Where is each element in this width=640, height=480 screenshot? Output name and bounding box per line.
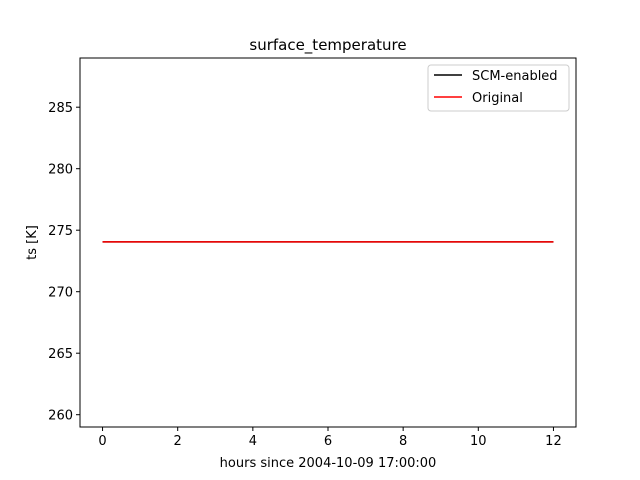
y-tick-label: 265 <box>48 347 73 362</box>
x-tick-label: 2 <box>174 434 182 449</box>
y-tick-label: 280 <box>48 163 73 178</box>
legend: SCM-enabled Original <box>427 64 570 112</box>
legend-label: Original <box>472 91 523 106</box>
y-tick-label: 275 <box>48 224 73 239</box>
legend-box <box>427 64 570 112</box>
x-tick-label: 12 <box>545 434 562 449</box>
y-tick-label: 285 <box>48 101 73 116</box>
x-axis-label: hours since 2004-10-09 17:00:00 <box>220 456 437 471</box>
x-tick-label: 4 <box>249 434 257 449</box>
x-tick-label: 10 <box>470 434 487 449</box>
chart-title: surface_temperature <box>249 36 406 55</box>
y-tick-label: 260 <box>48 409 73 424</box>
x-tick-label: 6 <box>324 434 332 449</box>
y-axis: 260 265 270 275 280 285 <box>48 101 80 424</box>
legend-label: SCM-enabled <box>472 69 558 84</box>
y-tick-label: 270 <box>48 286 73 301</box>
x-tick-label: 8 <box>399 434 407 449</box>
y-axis-label: ts [K] <box>25 225 40 260</box>
x-tick-label: 0 <box>98 434 106 449</box>
x-axis: 0 2 4 6 8 10 12 <box>98 427 562 449</box>
